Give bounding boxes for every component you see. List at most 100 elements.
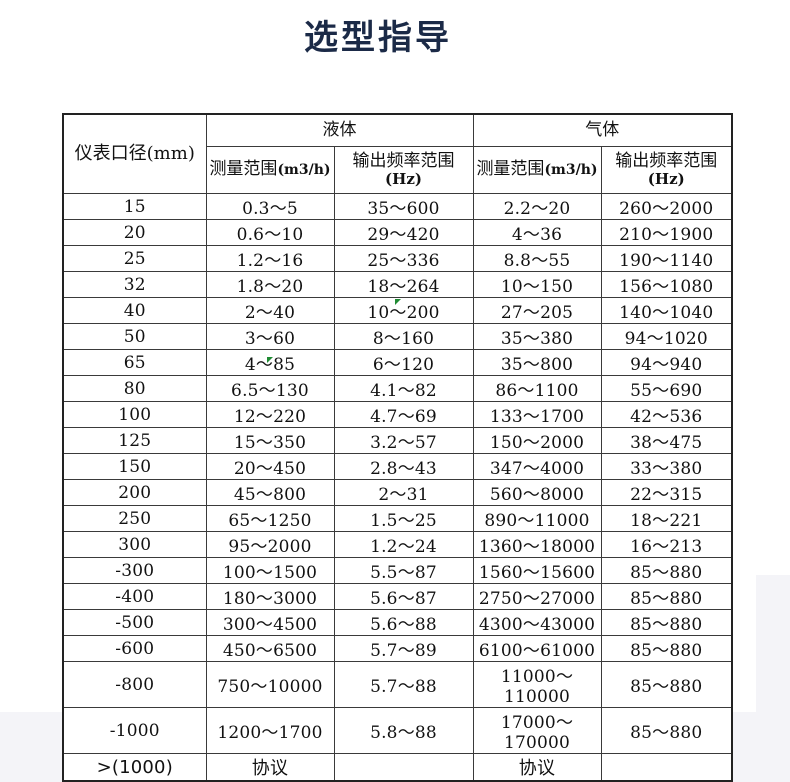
- cell-liquid-freq: 18～264: [333, 271, 474, 298]
- cell-liquid-freq: 2～31: [333, 479, 474, 506]
- cell-gas-freq: 85～880: [600, 707, 733, 754]
- cell-liquid-freq: 35～600: [333, 193, 474, 220]
- table-head: 仪表口径(mm) 液体 气体 测量范围(m3/h) 输出频率范围 (Hz) 测量范…: [62, 113, 733, 194]
- cell-liquid-range: 12～220: [205, 401, 335, 428]
- cell-gas-freq: 85～880: [600, 583, 733, 610]
- cell-liquid-range: 450～6500: [205, 635, 335, 662]
- cell-size: 32: [62, 271, 207, 298]
- page-title: 选型指导: [304, 18, 452, 58]
- cell-gas-freq: [600, 753, 733, 782]
- cell-gas-range: 4300～43000: [472, 609, 602, 636]
- cell-liquid-range: 300～4500: [205, 609, 335, 636]
- header-group-liquid: 液体: [205, 113, 474, 147]
- cell-gas-freq: 94～1020: [600, 323, 733, 350]
- cell-gas-range: 10～150: [472, 271, 602, 298]
- table-row: 300 95～2000 1.2～24 1360～18000 16～213: [62, 531, 733, 558]
- cell-size: -300: [62, 557, 207, 584]
- cell-gas-freq: 260～2000: [600, 193, 733, 220]
- scan-artifact-icon: [395, 299, 401, 305]
- cell-gas-range: 2.2～20: [472, 193, 602, 220]
- cell-gas-range: 1360～18000: [472, 531, 602, 558]
- cell-liquid-range: 协议: [205, 753, 335, 782]
- header-gas-range-unit: (m3/h): [544, 162, 598, 179]
- cell-liquid-range: 2～40: [205, 297, 335, 324]
- cell-size: 100: [62, 401, 207, 428]
- header-gas-range: 测量范围(m3/h): [472, 146, 602, 194]
- cell-liquid-freq: 2.8～43: [333, 453, 474, 480]
- cell-gas-range: 2750～27000: [472, 583, 602, 610]
- table-row: -500 300～4500 5.6～88 4300～43000 85～880: [62, 609, 733, 636]
- cell-size: 20: [62, 219, 207, 246]
- table-row: -800 750～10000 5.7～88 11000～110000 85～880: [62, 661, 733, 708]
- table-row: 65 4～85 6～120 35～800 94～940: [62, 349, 733, 376]
- table-row: 40 2～40 10～200 27～205 140～1040: [62, 297, 733, 324]
- cell-size: 15: [62, 193, 207, 220]
- table-row: 25 1.2～16 25～336 8.8～55 190～1140: [62, 245, 733, 272]
- cell-liquid-freq: 5.6～87: [333, 583, 474, 610]
- cell-liquid-freq: 10～200: [333, 297, 474, 324]
- cell-liquid-range: 1200～1700: [205, 707, 335, 754]
- cell-liquid-range: 100～1500: [205, 557, 335, 584]
- cell-gas-freq: 18～221: [600, 505, 733, 532]
- cell-liquid-freq: 1.2～24: [333, 531, 474, 558]
- table-row: 200 45～800 2～31 560～8000 22～315: [62, 479, 733, 506]
- table-row: 100 12～220 4.7～69 133～1700 42～536: [62, 401, 733, 428]
- header-row-subs: 测量范围(m3/h) 输出频率范围 (Hz) 测量范围(m3/h) 输出频率范围(…: [63, 146, 733, 194]
- cell-size: -1000: [62, 707, 207, 754]
- cell-size: 250: [62, 505, 207, 532]
- cell-gas-freq: 210～1900: [600, 219, 733, 246]
- cell-gas-freq: 22～315: [600, 479, 733, 506]
- cell-size: 80: [62, 375, 207, 402]
- cell-size: 65: [62, 349, 207, 376]
- header-liquid-freq-name: 输出频率范围: [352, 151, 455, 172]
- header-gas-freq-unit: (Hz): [647, 170, 685, 189]
- cell-gas-range: 27～205: [472, 297, 602, 324]
- cell-gas-range: 协议: [472, 753, 602, 782]
- cell-size: 200: [62, 479, 207, 506]
- cell-gas-freq: 42～536: [600, 401, 733, 428]
- cell-liquid-freq: 29～420: [333, 219, 474, 246]
- header-gas-freq: 输出频率范围 (Hz): [600, 146, 733, 194]
- cell-liquid-range: 1.2～16: [205, 245, 335, 272]
- cell-gas-freq: 16～213: [600, 531, 733, 558]
- table-row: -600 450～6500 5.7～89 6100～61000 85～880: [62, 635, 733, 662]
- cell-size: -400: [62, 583, 207, 610]
- cell-liquid-range: 4～85: [205, 349, 335, 376]
- header-liquid-freq: 输出频率范围 (Hz): [333, 146, 474, 194]
- header-gas-freq-name: 输出频率范围: [615, 151, 718, 172]
- table-row: 125 15～350 3.2～57 150～2000 38～475: [62, 427, 733, 454]
- cell-gas-freq: 38～475: [600, 427, 733, 454]
- cell-gas-range: 86～1100: [472, 375, 602, 402]
- cell-liquid-range: 1.8～20: [205, 271, 335, 298]
- cell-gas-range: 890～11000: [472, 505, 602, 532]
- cell-liquid-freq: 5.8～88: [333, 707, 474, 754]
- table-row: 250 65～1250 1.5～25 890～11000 18～221: [62, 505, 733, 532]
- cell-size: 25: [62, 245, 207, 272]
- cell-gas-range: 11000～110000: [472, 661, 602, 708]
- cell-liquid-range: 180～3000: [205, 583, 335, 610]
- header-group-gas: 气体: [472, 113, 733, 147]
- cell-size: -600: [62, 635, 207, 662]
- cell-gas-range: 8.8～55: [472, 245, 602, 272]
- cell-liquid-range: 6.5～130: [205, 375, 335, 402]
- cell-size: 300: [62, 531, 207, 558]
- cell-gas-range: 560～8000: [472, 479, 602, 506]
- cell-gas-range: 6100～61000: [472, 635, 602, 662]
- cell-liquid-range: 750～10000: [205, 661, 335, 708]
- cell-liquid-freq: 5.7～89: [333, 635, 474, 662]
- cell-liquid-freq: 5.5～87: [333, 557, 474, 584]
- cell-liquid-freq: [333, 753, 474, 782]
- header-liquid-range-unit: (m3/h): [277, 162, 331, 179]
- cell-liquid-range: 95～2000: [205, 531, 335, 558]
- cell-liquid-range: 20～450: [205, 453, 335, 480]
- cell-gas-freq: 85～880: [600, 609, 733, 636]
- cell-liquid-freq: 5.6～88: [333, 609, 474, 636]
- spec-table-container: 仪表口径(mm) 液体 气体 测量范围(m3/h) 输出频率范围 (Hz) 测量范…: [62, 113, 733, 782]
- cell-gas-freq: 190～1140: [600, 245, 733, 272]
- cell-gas-freq: 85～880: [600, 557, 733, 584]
- cell-gas-range: 35～800: [472, 349, 602, 376]
- table-row: >(1000) 协议 协议: [62, 753, 733, 782]
- scan-artifact-icon: [267, 357, 273, 363]
- cell-liquid-freq: 3.2～57: [333, 427, 474, 454]
- cell-liquid-range: 45～800: [205, 479, 335, 506]
